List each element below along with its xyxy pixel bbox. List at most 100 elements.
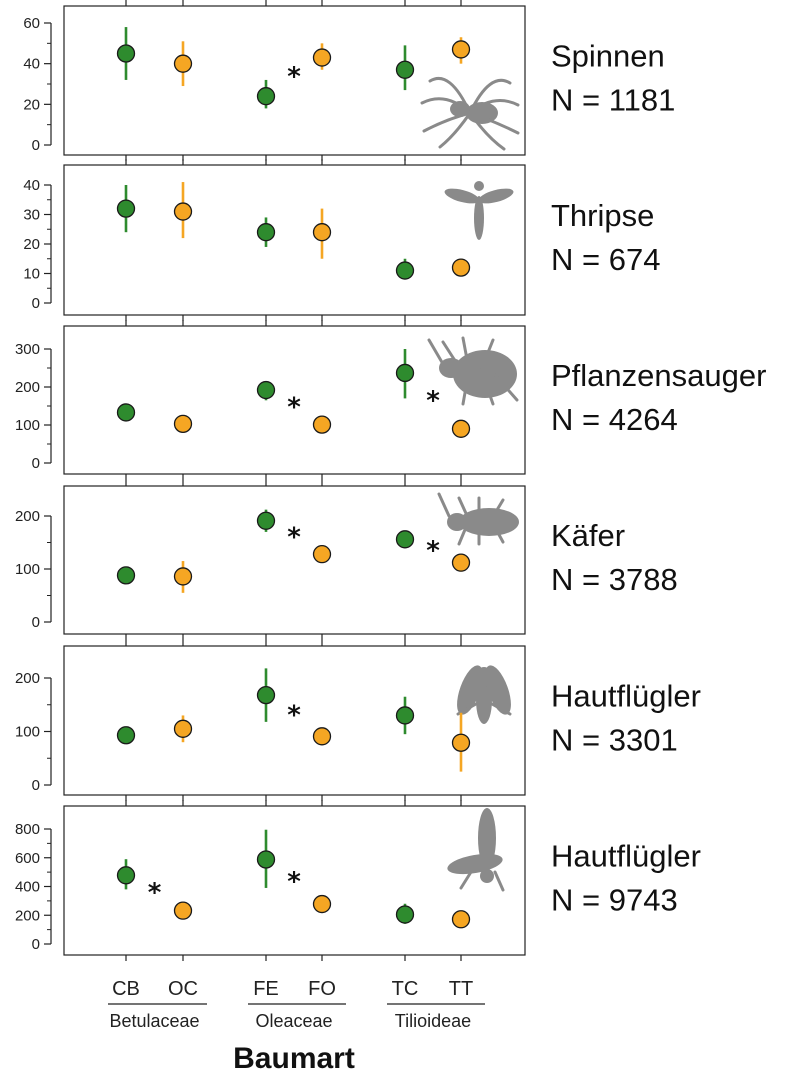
group-label-betulaceae: Betulaceae xyxy=(109,1011,199,1031)
point-cb xyxy=(116,566,136,585)
y-tick-label: 0 xyxy=(32,777,40,794)
y-tick-label: 40 xyxy=(23,177,40,194)
y-tick-label: 20 xyxy=(23,96,40,113)
point-fe xyxy=(256,685,276,705)
panel-frame xyxy=(63,805,526,956)
y-tick-label: 600 xyxy=(15,850,40,867)
panel-3: 0 100 200 300 * * Pflanzensauger N = 4264 xyxy=(15,320,766,480)
y-tick-label: 0 xyxy=(32,936,40,953)
y-tick-label: 200 xyxy=(15,508,40,525)
x-tick-label-fe: FE xyxy=(253,978,279,1000)
point-tc xyxy=(395,363,415,383)
point-tt xyxy=(451,419,471,438)
panel-n-label: N = 674 xyxy=(551,242,660,277)
panel-n-label: N = 4264 xyxy=(551,402,678,437)
point-tc xyxy=(395,60,415,79)
y-tick-label: 30 xyxy=(23,207,40,224)
point-oc xyxy=(173,54,193,73)
panel-title: Spinnen xyxy=(551,39,665,74)
y-tick-label: 400 xyxy=(15,879,40,896)
point-cb xyxy=(116,199,136,218)
y-tick-label: 100 xyxy=(15,724,40,741)
point-fo xyxy=(312,894,332,914)
panel-2: 0 10 20 30 40 Thripse N = 674 xyxy=(23,159,660,321)
significance-asterisk: * xyxy=(287,392,301,422)
point-fo xyxy=(312,223,332,242)
x-axis-title: Baumart xyxy=(233,1042,355,1075)
point-fe xyxy=(256,87,276,106)
panel-frame xyxy=(63,164,526,316)
panel-title: Käfer xyxy=(551,518,625,553)
spider-icon xyxy=(420,76,520,151)
group-label-oleaceae: Oleaceae xyxy=(255,1011,332,1031)
point-tt xyxy=(451,553,471,572)
significance-asterisk: * xyxy=(148,878,162,908)
significance-asterisk: * xyxy=(426,386,440,416)
point-cb xyxy=(116,866,136,885)
group-label-tilioideae: Tilioideae xyxy=(395,1011,471,1031)
point-fe xyxy=(256,850,276,869)
point-oc xyxy=(173,202,193,221)
point-tt xyxy=(451,733,471,752)
point-tc xyxy=(395,706,415,725)
bug-icon xyxy=(427,336,519,406)
y-tick-label: 20 xyxy=(23,236,40,253)
significance-asterisk: * xyxy=(287,867,301,897)
point-cb xyxy=(116,44,136,63)
point-fo xyxy=(312,415,332,434)
significance-asterisk: * xyxy=(287,62,301,92)
x-tick-label-fo: FO xyxy=(308,978,336,1000)
y-tick-label: 200 xyxy=(15,379,40,396)
significance-asterisk: * xyxy=(287,701,301,731)
point-tc xyxy=(395,261,415,280)
point-fo xyxy=(312,545,332,564)
y-tick-label: 60 xyxy=(23,15,40,32)
point-tt xyxy=(451,40,471,59)
panel-frame xyxy=(63,5,526,156)
panel-n-label: N = 3788 xyxy=(551,562,678,597)
beetle-icon xyxy=(437,492,519,546)
y-tick-label: 100 xyxy=(15,417,40,434)
panel-4: 0 100 200 * * Käfer N = 3788 xyxy=(15,480,678,640)
panel-1: 0 20 40 60 * Spinnen N = 1181 xyxy=(23,0,675,161)
point-tc xyxy=(395,905,415,924)
point-oc xyxy=(173,414,193,434)
panel-6: 0 200 400 600 800 * * Hautflügler N = 9743 xyxy=(15,800,701,961)
point-oc xyxy=(173,901,193,920)
x-tick-label-tt: TT xyxy=(449,978,473,1000)
point-fe xyxy=(256,511,276,530)
panel-n-label: N = 3301 xyxy=(551,723,678,758)
panel-n-label: N = 1181 xyxy=(551,83,675,118)
x-tick-label-tc: TC xyxy=(392,978,419,1000)
point-tt xyxy=(451,910,471,929)
point-oc xyxy=(173,567,193,586)
point-cb xyxy=(116,403,136,422)
point-cb xyxy=(116,726,136,745)
panel-frame xyxy=(63,485,526,635)
y-tick-label: 10 xyxy=(23,266,40,283)
x-tick-label-cb: CB xyxy=(112,978,140,1000)
panel-frame xyxy=(63,325,526,475)
y-tick-label: 800 xyxy=(15,821,40,838)
panel-title: Pflanzensauger xyxy=(551,358,766,393)
y-tick-label: 300 xyxy=(15,341,40,358)
panel-title: Hautflügler xyxy=(551,839,701,874)
panel-frame xyxy=(63,645,526,796)
x-tick-label-oc: OC xyxy=(168,978,198,1000)
x-axis-labels: CB OC FE FO TC TT Betulaceae Oleaceae Tilioideae xyxy=(108,978,485,1031)
y-tick-label: 0 xyxy=(32,455,40,472)
significance-asterisk: * xyxy=(426,536,440,566)
panel-title: Hautflügler xyxy=(551,679,701,714)
panel-n-label: N = 9743 xyxy=(551,883,678,918)
y-tick-label: 40 xyxy=(23,56,40,73)
point-fe xyxy=(256,223,276,242)
point-tc xyxy=(395,530,415,549)
significance-asterisk: * xyxy=(287,522,301,552)
point-fo xyxy=(312,727,332,746)
panel-5: 0 100 200 * Hautflügler N = 3301 xyxy=(15,640,701,801)
y-tick-label: 0 xyxy=(32,137,40,154)
y-tick-label: 0 xyxy=(32,295,40,312)
point-fo xyxy=(312,48,332,67)
point-fe xyxy=(256,380,276,400)
